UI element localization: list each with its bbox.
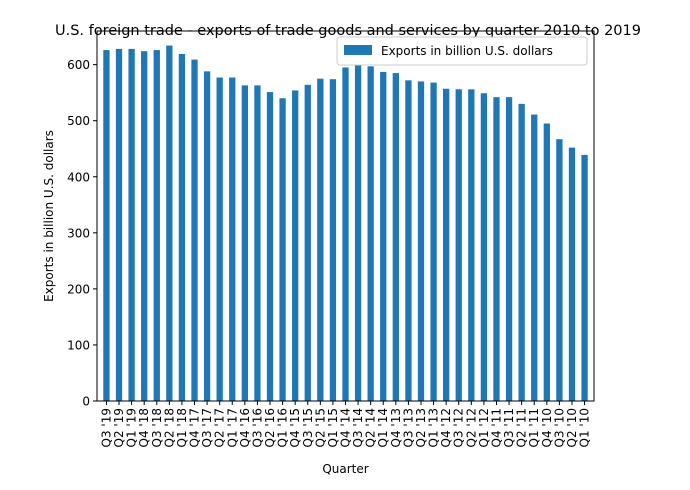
bars-group [103,45,588,402]
bar [115,48,123,401]
bar [203,71,211,402]
bar [417,81,425,401]
bar [317,78,324,402]
bar [367,66,374,401]
bar [191,59,198,402]
bar [480,93,488,401]
x-tick-label: Q4 '11 [489,408,503,447]
bar [354,65,362,401]
y-tick-label: 100 [67,338,90,352]
bar [178,53,186,401]
x-tick-label: Q3 '17 [200,408,214,447]
x-tick-label: Q4 '15 [288,408,302,447]
x-tick-label: Q4 '18 [137,408,151,447]
x-tick-label: Q3 '13 [401,408,415,447]
bar [254,85,261,401]
x-tick-label: Q4 '16 [238,408,252,447]
bar [304,84,311,401]
x-tick-label: Q3 '19 [99,408,113,447]
y-tick-label: 500 [67,114,90,128]
x-tick-label: Q3 '14 [351,408,365,447]
x-tick-label: Q1 '16 [276,408,290,447]
x-tick-label: Q2 '10 [565,408,579,447]
bar [229,77,236,401]
x-tick-label: Q2 '16 [263,408,277,447]
x-tick-label: Q3 '15 [301,408,315,447]
legend-label: Exports in billion U.S. dollars [381,44,553,58]
y-tick-label: 400 [67,170,90,184]
bar [556,139,563,401]
x-tick-label: Q1 '18 [175,408,189,447]
x-tick-label: Q2 '13 [414,408,428,447]
bar [153,50,160,402]
x-tick-label: Q1 '19 [125,408,139,447]
bar [505,97,513,402]
x-tick-label: Q2 '15 [313,408,327,447]
bar [216,77,223,401]
x-tick-label: Q1 '14 [376,408,390,447]
bar [141,51,148,402]
legend-swatch [344,45,372,55]
x-tick-label: Q3 '18 [150,408,164,447]
bar [443,88,450,402]
bar [392,73,399,402]
x-axis-label: Quarter [322,462,368,476]
x-tick-label: Q2 '12 [464,408,478,447]
bar [518,103,525,401]
plot-frame [96,30,595,402]
x-tick-label: Q3 '16 [250,408,264,447]
x-tick-label: Q2 '18 [162,408,176,447]
bar [128,48,135,401]
y-tick-label: 0 [82,395,90,409]
bar [581,154,588,401]
x-tick-label: Q4 '10 [540,408,554,447]
x-tick-label: Q2 '17 [213,408,227,447]
y-tick-label: 200 [67,282,90,296]
x-tick-label: Q1 '15 [326,408,340,447]
bar [568,147,576,401]
bar [103,50,110,402]
bar [493,97,500,402]
x-tick-label: Q4 '14 [339,408,353,447]
bar [405,80,412,401]
x-tick-label: Q2 '19 [112,408,126,447]
bar [342,67,349,401]
x-tick-label: Q3 '11 [502,408,516,447]
x-tick-label: Q2 '11 [515,408,529,447]
bar [531,114,538,401]
x-tick-label: Q1 '12 [477,408,491,447]
y-tick-label: 300 [67,226,90,240]
bar [430,82,437,401]
legend: Exports in billion U.S. dollars [336,36,588,66]
bar [292,90,299,402]
bar [543,123,550,401]
bar [455,89,462,402]
x-tick-label: Q1 '11 [527,408,541,447]
x-tick-label: Q1 '17 [225,408,239,447]
x-tick-label: Q1 '10 [578,408,592,447]
legend-box [336,36,588,66]
y-axis: 0 100 200 300 400 500 600 [67,58,97,409]
y-tick-label: 600 [67,58,90,72]
bar [380,71,387,402]
x-tick-label: Q1 '13 [427,408,441,447]
bar [166,45,173,401]
x-tick-label: Q4 '12 [439,408,453,447]
bar [329,79,337,402]
x-tick-label: Q4 '13 [389,408,403,447]
bar [241,85,248,401]
x-tick-label: Q2 '14 [364,408,378,447]
x-tick-label: Q3 '10 [552,408,566,447]
bar [279,98,286,402]
x-tick-label: Q3 '12 [452,408,466,447]
bar [468,89,475,402]
bar [266,92,274,402]
y-axis-label: Exports in billion U.S. dollars [42,130,56,302]
x-tick-label: Q4 '17 [188,408,202,447]
